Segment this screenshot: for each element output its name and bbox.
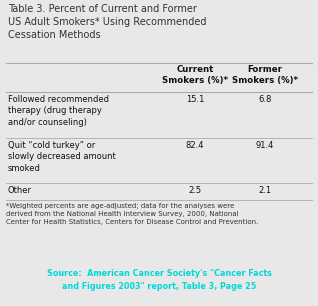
Text: Former
Smokers (%)*: Former Smokers (%)* xyxy=(232,65,298,85)
Text: 2.5: 2.5 xyxy=(189,186,202,195)
Text: Followed recommended
therapy (drug therapy
and/or counseling): Followed recommended therapy (drug thera… xyxy=(8,95,109,127)
Text: 91.4: 91.4 xyxy=(256,141,274,150)
Text: 6.8: 6.8 xyxy=(258,95,272,104)
Text: 82.4: 82.4 xyxy=(186,141,204,150)
Text: *Weighted percents are age-adjusted; data for the analyses were
derived from the: *Weighted percents are age-adjusted; dat… xyxy=(6,203,258,225)
Text: Table 3. Percent of Current and Former
US Adult Smokers* Using Recommended
Cessa: Table 3. Percent of Current and Former U… xyxy=(8,4,206,39)
Text: Current
Smokers (%)*: Current Smokers (%)* xyxy=(162,65,228,85)
Text: Other: Other xyxy=(8,186,32,195)
Text: 15.1: 15.1 xyxy=(186,95,204,104)
Text: Source:  American Cancer Society's "Cancer Facts
and Figures 2003" report, Table: Source: American Cancer Society's "Cance… xyxy=(46,269,272,291)
Text: Quit “cold turkey” or
slowly decreased amount
smoked: Quit “cold turkey” or slowly decreased a… xyxy=(8,141,116,173)
Text: 2.1: 2.1 xyxy=(259,186,272,195)
